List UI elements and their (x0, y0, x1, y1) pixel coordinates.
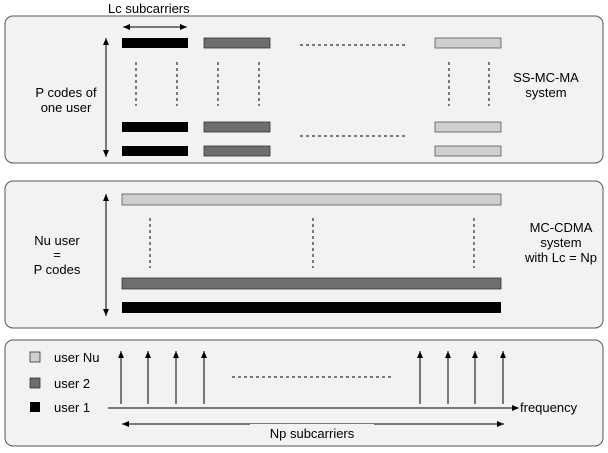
user2-block-bottom (203, 145, 271, 157)
nu-user-label-line2: = (53, 247, 61, 262)
user1-block-mid (122, 122, 188, 132)
legend-label-usernu: user Nu (54, 350, 100, 365)
usernu-block-top (434, 37, 502, 49)
ss-mc-ma-panel: Lc subcarriers P codes of one user SS-MC… (4, 1, 604, 164)
spectrum-panel: user Nu user 2 user 1 frequency Np subca… (4, 339, 604, 447)
legend-swatch-user2 (29, 377, 41, 389)
frequency-label: frequency (520, 400, 578, 415)
lc-subcarriers-label: Lc subcarriers (108, 1, 190, 16)
usernu-block-mid (434, 121, 502, 133)
user1-block-bottom (122, 146, 188, 156)
user2-wide-block (121, 277, 502, 290)
label-backdrop (28, 83, 104, 117)
ss-mc-ma-label-line1: SS-MC-MA (513, 70, 579, 85)
user2-block-top (203, 37, 271, 49)
label-backdrop (250, 424, 374, 441)
usernu-block-bottom (434, 145, 502, 157)
panel-frame (4, 339, 604, 447)
mc-cdma-label-line1: MC-CDMA (530, 220, 593, 235)
usernu-wide-block (121, 193, 502, 206)
p-codes-label-line2: one user (41, 100, 92, 115)
legend: user Nu user 2 user 1 (29, 350, 100, 415)
nu-user-label-line1: Nu user (34, 233, 80, 248)
legend-swatch-usernu (29, 351, 41, 363)
np-subcarriers-label: Np subcarriers (270, 426, 355, 441)
mc-cdma-label-line2: system (540, 235, 581, 250)
nu-user-label-line3: P codes (34, 262, 81, 277)
panel-frame (4, 180, 604, 329)
ss-mc-ma-label-line2: system (525, 85, 566, 100)
mc-cdma-panel: Nu user = P codes MC-CDMA system with Lc… (4, 180, 604, 329)
user1-block-top (122, 38, 188, 48)
label-backdrop (26, 232, 102, 278)
legend-label-user2: user 2 (54, 376, 90, 391)
user2-block-mid (203, 121, 271, 133)
legend-label-user1: user 1 (54, 400, 90, 415)
user1-wide-block (122, 302, 501, 313)
p-codes-label-line1: P codes of (35, 85, 97, 100)
mc-cdma-label-line3: with Lc = Np (524, 250, 597, 265)
legend-swatch-user1 (30, 402, 40, 412)
